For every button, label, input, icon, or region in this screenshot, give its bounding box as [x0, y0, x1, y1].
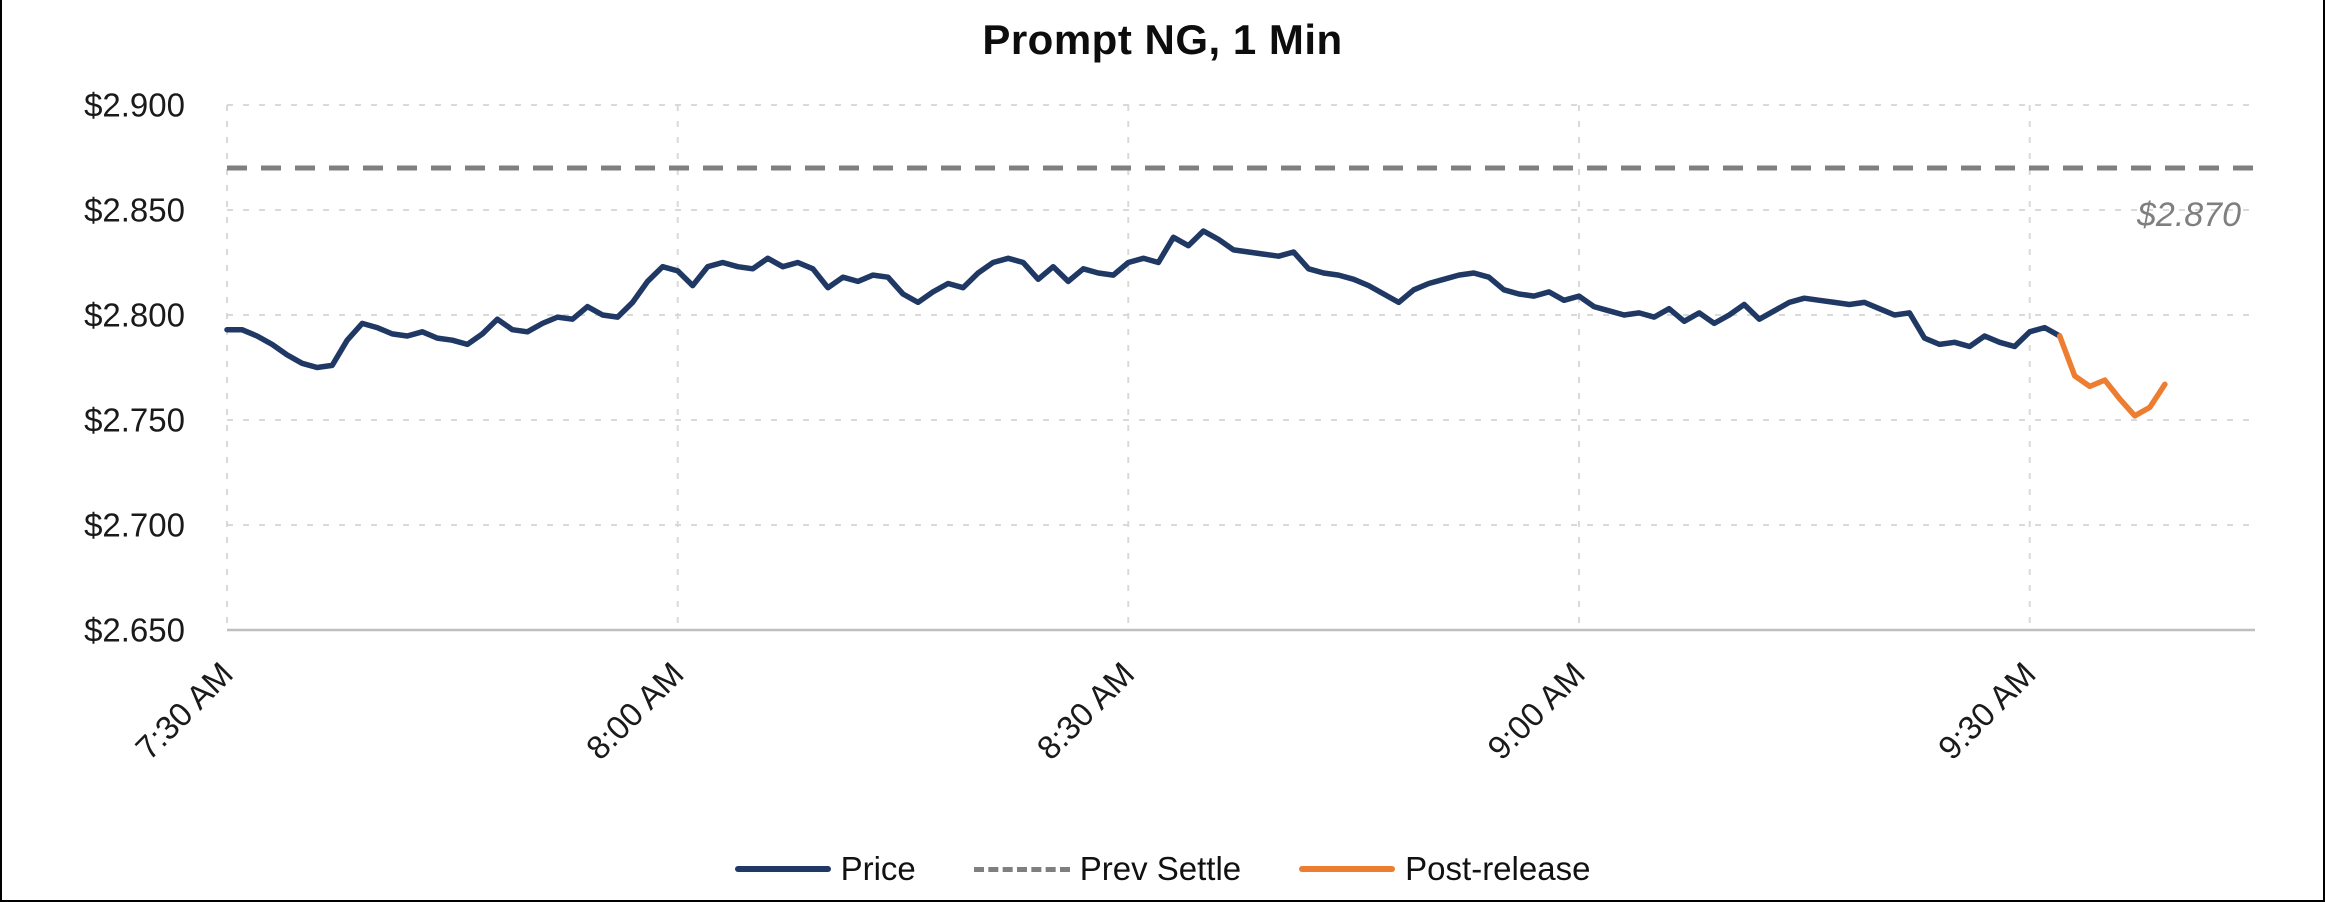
chart-title: Prompt NG, 1 Min — [982, 16, 1343, 63]
y-axis-tick-label: $2.800 — [84, 297, 185, 334]
legend-label-price: Price — [840, 850, 916, 887]
x-axis-tick-label: 8:30 AM — [1030, 655, 1142, 767]
post-release-line — [2056, 333, 2168, 419]
legend: Price Prev Settle Post-release — [2, 850, 2323, 888]
y-axis-tick-label: $2.900 — [84, 87, 185, 124]
legend-label-post-release: Post-release — [1405, 850, 1591, 887]
x-axis-tick-label: 9:00 AM — [1480, 655, 1592, 767]
legend-item-prev-settle: Prev Settle — [973, 850, 1242, 888]
x-axis-tick-label: 7:30 AM — [128, 655, 240, 767]
prev-settle-line-swatch — [973, 866, 1070, 872]
prev-settle-value-annotation: $2.870 — [2137, 196, 2241, 234]
y-axis-tick-label: $2.850 — [84, 192, 185, 229]
legend-label-prev-settle: Prev Settle — [1079, 850, 1242, 887]
y-axis-tick-label: $2.750 — [84, 402, 185, 439]
x-axis-tick-label: 9:30 AM — [1931, 655, 2043, 767]
x-axis-tick-label: 8:00 AM — [579, 655, 691, 767]
price-line-swatch — [734, 866, 831, 872]
y-axis-tick-label: $2.650 — [84, 612, 185, 649]
y-axis-tick-label: $2.700 — [84, 507, 185, 544]
legend-item-post-release: Post-release — [1299, 850, 1590, 888]
legend-item-price: Price — [734, 850, 916, 888]
post-release-line-swatch — [1299, 866, 1396, 872]
price-line — [224, 228, 2063, 371]
